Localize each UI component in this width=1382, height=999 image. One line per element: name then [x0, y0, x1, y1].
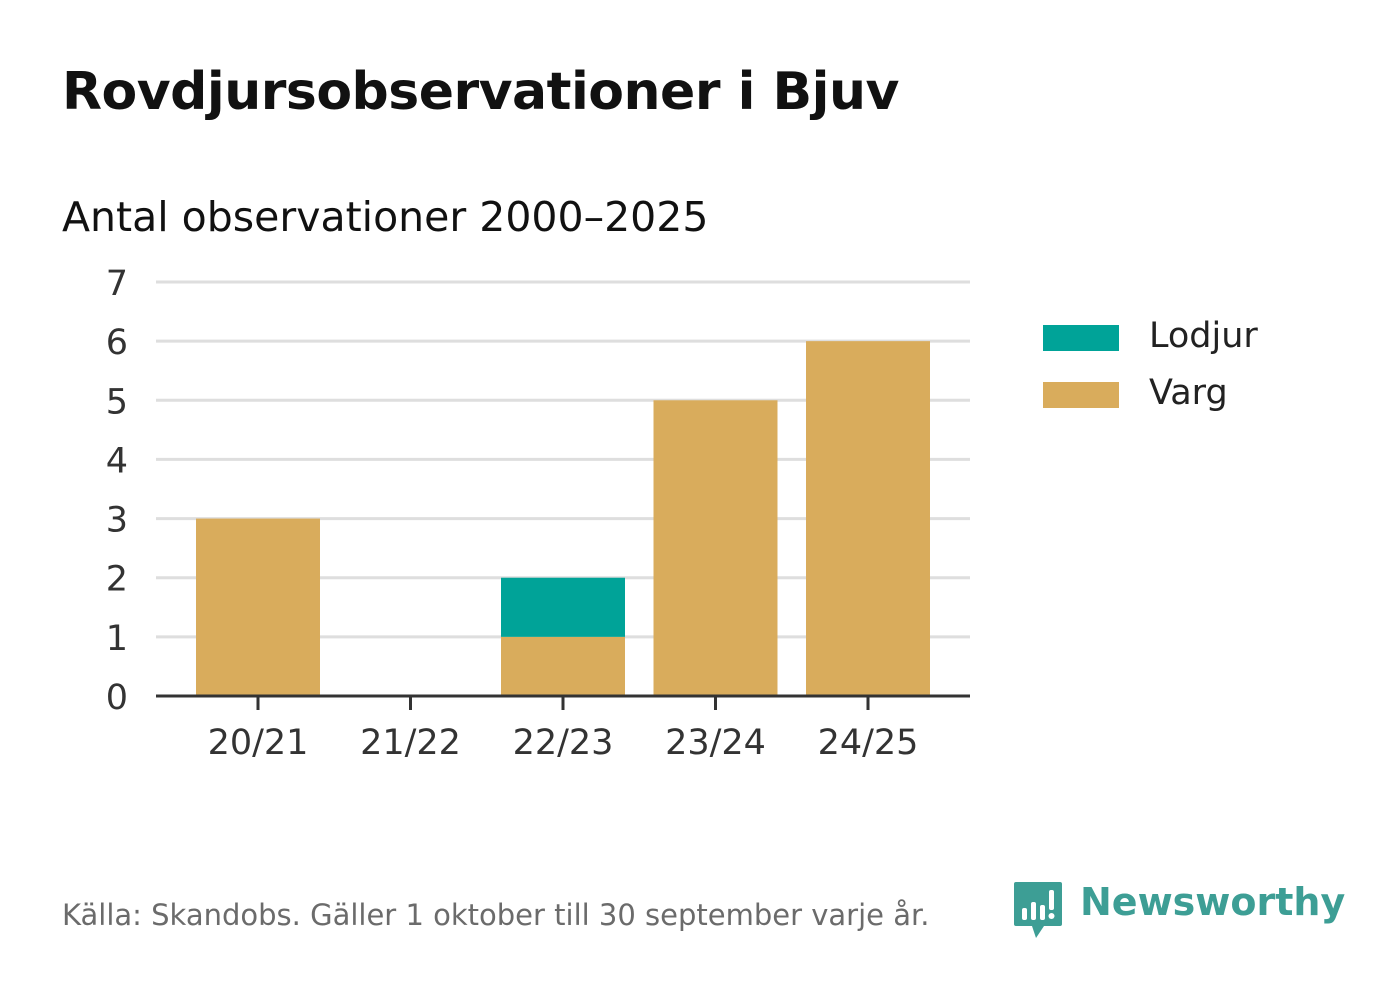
y-tick-label: 4: [106, 441, 128, 481]
y-tick-label: 7: [106, 264, 128, 304]
bar-varg-20-21: [196, 518, 320, 696]
legend-swatch: [1043, 382, 1119, 408]
x-tick-label: 21/22: [360, 723, 461, 763]
y-tick-label: 2: [106, 560, 128, 600]
legend-label: Varg: [1149, 373, 1228, 413]
x-tick-label: 24/25: [818, 723, 919, 763]
bars: [196, 341, 930, 696]
y-tick-label: 3: [106, 501, 128, 541]
y-tick-label: 6: [106, 323, 128, 363]
x-tick-label: 20/21: [208, 723, 309, 763]
chart-title: Rovdjursobservationer i Bjuv: [62, 62, 899, 122]
y-tick-label: 1: [106, 619, 128, 659]
bar-varg-23-24: [653, 400, 778, 696]
y-tick-label: 5: [106, 382, 128, 422]
x-tick-label: 22/23: [513, 723, 614, 763]
newsworthy-logo-icon: [1014, 882, 1062, 938]
source-note: Källa: Skandobs. Gäller 1 oktober till 3…: [62, 898, 930, 932]
legend-swatch: [1043, 325, 1119, 351]
brand-name: Newsworthy: [1080, 880, 1346, 924]
chart-subtitle: Antal observationer 2000–2025: [62, 193, 709, 241]
legend-label: Lodjur: [1149, 316, 1258, 356]
bar-lodjur-22-23: [501, 577, 625, 637]
axes: 0 1 2 3 4 5 6 7 20/21 21/22 22/23 23/24 24/25: [106, 264, 970, 763]
y-tick-label: 0: [106, 678, 128, 718]
x-tick-label: 23/24: [665, 723, 766, 763]
bar-varg-24-25: [806, 341, 930, 696]
bar-varg-22-23: [501, 636, 625, 696]
